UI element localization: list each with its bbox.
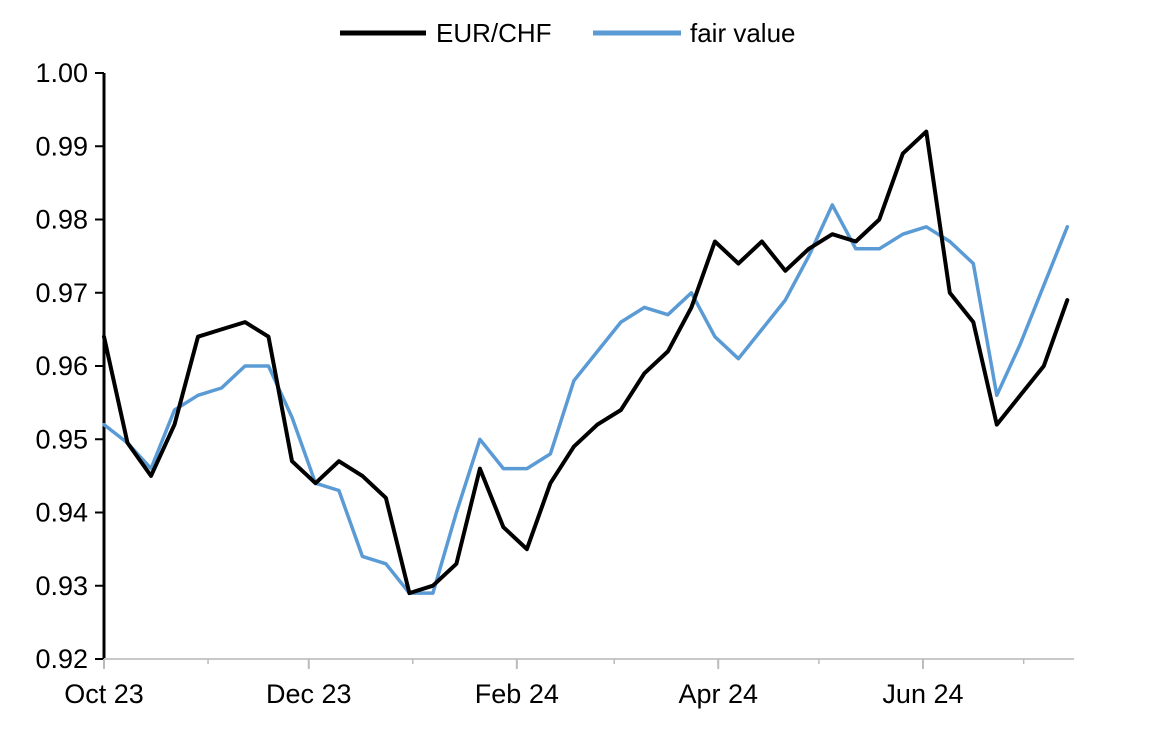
y-axis: 0.92 0.93 0.94 0.95 0.96 0.97 0.98 0.99 1.00 <box>35 58 106 674</box>
legend: EUR/CHF fair value <box>340 18 796 48</box>
y-tick-label: 0.92 <box>35 644 88 674</box>
y-tick-label: 0.97 <box>35 278 88 308</box>
y-tick-label: 0.96 <box>35 351 88 381</box>
series-line-eur-chf <box>102 129 1070 596</box>
x-tick-label: Oct 23 <box>64 679 144 709</box>
legend-label-eur-chf: EUR/CHF <box>436 18 552 48</box>
y-tick-label: 0.95 <box>35 424 88 454</box>
x-tick-label: Feb 24 <box>475 679 559 709</box>
y-tick-label: 0.99 <box>35 131 88 161</box>
y-tick-label: 0.93 <box>35 571 88 601</box>
x-axis: Oct 23 Dec 23 Feb 24 Apr 24 Jun 24 <box>64 658 1074 709</box>
y-tick-label: 0.98 <box>35 205 88 235</box>
y-tick-label: 1.00 <box>35 58 88 88</box>
legend-label-fair-value: fair value <box>690 18 796 48</box>
x-tick-label: Dec 23 <box>266 679 352 709</box>
x-tick-label: Jun 24 <box>882 679 963 709</box>
series-line-fair-value <box>102 203 1070 595</box>
y-tick-label: 0.94 <box>35 498 88 528</box>
x-tick-label: Apr 24 <box>678 679 758 709</box>
plot-area <box>102 129 1070 596</box>
